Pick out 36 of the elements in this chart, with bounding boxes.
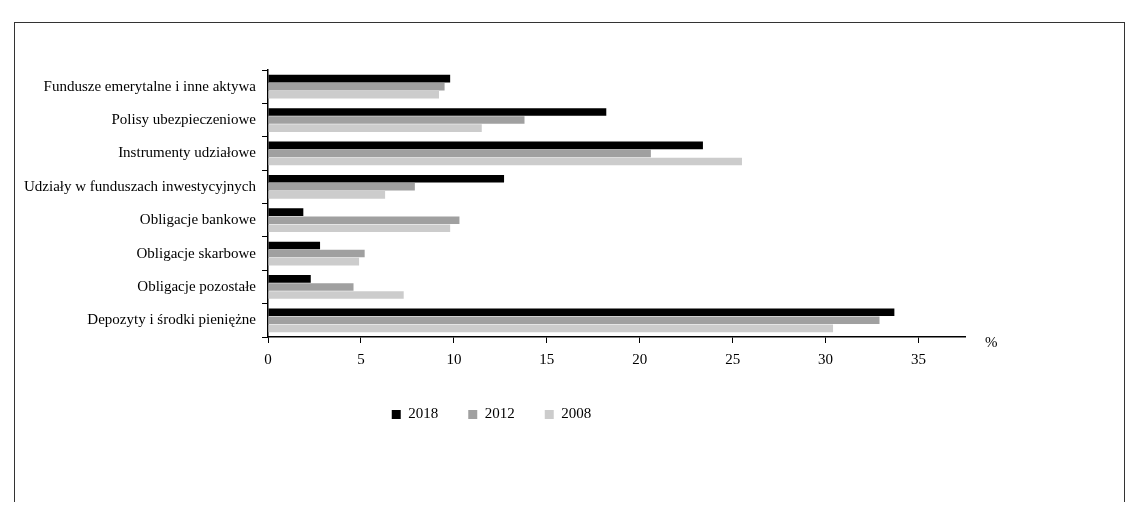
y-tick-label: Depozyty i środki pieniężne: [87, 311, 257, 328]
y-tick-label: Obligacje pozostałe: [137, 277, 257, 294]
y-tick-label: Fundusze emerytalne i inne aktywa: [43, 77, 257, 94]
legend-label: 2018: [408, 405, 439, 422]
bar: [268, 257, 360, 266]
bar: [268, 291, 404, 299]
bar: [268, 124, 482, 132]
bar: [268, 183, 415, 191]
x-tick-label: 0: [264, 350, 272, 367]
bar: [268, 149, 651, 158]
legend-label: 2008: [561, 405, 592, 422]
bar: [268, 116, 525, 124]
bar: [268, 324, 834, 333]
x-tick-label: 15: [539, 350, 555, 367]
y-tick-label: Obligacje bankowe: [139, 211, 257, 228]
y-tick-label: Polisy ubezpieczeniowe: [111, 111, 257, 127]
x-tick-label: 25: [725, 350, 741, 367]
bar: [268, 157, 742, 166]
y-tick-label: Instrumenty udziałowe: [118, 144, 257, 161]
x-tick-label: 30: [818, 350, 834, 367]
legend-label: 2012: [484, 405, 515, 422]
y-tick-label: Udziały w funduszach inwestycyjnych: [23, 177, 257, 194]
bar: [268, 216, 460, 224]
bar: [268, 283, 354, 291]
bar: [268, 249, 365, 258]
bar: [268, 224, 451, 232]
x-axis-title: %: [985, 333, 998, 350]
y-tick-label: Obligacje skarbowe: [136, 244, 257, 261]
x-tick-label: 10: [446, 350, 462, 367]
x-tick-label: 35: [911, 350, 927, 367]
bar: [268, 82, 445, 91]
bar: [268, 316, 880, 325]
x-tick-label: 5: [357, 350, 365, 367]
bar: [268, 90, 440, 99]
x-tick-label: 20: [632, 350, 648, 367]
bar: [268, 191, 386, 199]
